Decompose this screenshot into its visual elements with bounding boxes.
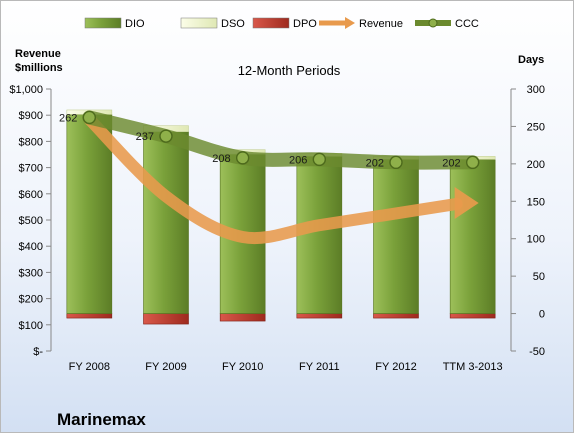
dio-bar <box>449 159 496 314</box>
legend-swatch <box>84 17 122 29</box>
right-tick-label: 100 <box>527 234 545 246</box>
dio-bar <box>66 114 113 314</box>
ccc-data-label: 202 <box>366 157 384 169</box>
dpo-bar <box>373 313 419 319</box>
right-tick-label: 300 <box>527 84 545 96</box>
left-tick-label: $100 <box>19 320 43 332</box>
ccc-point <box>235 151 250 165</box>
dio-bar <box>143 131 189 314</box>
legend-label: Revenue <box>359 18 403 30</box>
category-axis: FY 2008 FY 2009 FY 2010 FY 2011 FY 2012 TTM 3… <box>69 361 503 373</box>
category-label: FY 2009 <box>145 361 186 373</box>
ccc-point <box>312 152 327 167</box>
ccc-data-label: 237 <box>136 131 154 143</box>
revenue-line <box>83 113 463 245</box>
category-label: FY 2012 <box>375 361 416 373</box>
left-axis-label-line2: $millions <box>15 62 63 74</box>
revenue-series <box>83 113 479 245</box>
left-tick-label: $- <box>33 346 43 358</box>
category-label: FY 2010 <box>222 361 263 373</box>
left-axis-label-line1: Revenue <box>15 48 61 60</box>
category-label: TTM 3-2013 <box>443 361 503 373</box>
right-tick-label: 250 <box>527 121 545 133</box>
right-tick-label: 0 <box>539 309 545 321</box>
left-tick-label: $900 <box>19 110 43 122</box>
ccc-point <box>82 110 97 125</box>
left-tick-label: $400 <box>19 241 43 253</box>
ccc-point <box>465 155 480 170</box>
right-tick-label: 150 <box>527 196 545 208</box>
left-tick-label: $700 <box>19 163 43 175</box>
legend-item-ccc: CCC <box>415 18 479 30</box>
ccc-data-label: 206 <box>289 154 307 166</box>
right-tick-label: -50 <box>529 346 545 358</box>
ccc-data-label: 208 <box>212 153 230 165</box>
dpo-bar <box>296 313 343 319</box>
legend-label: DPO <box>293 18 317 30</box>
right-tick-label: 200 <box>527 159 545 171</box>
ccc-data-label: 202 <box>442 157 460 169</box>
legend-swatch <box>180 17 218 29</box>
ccc-point <box>389 155 403 170</box>
legend-item-dso: DSO <box>180 17 245 30</box>
left-tick-label: $800 <box>19 136 43 148</box>
ccc-series: 262 237 208 206 202 202 <box>59 110 480 170</box>
ccc-line <box>82 110 480 170</box>
dpo-bar <box>66 313 113 319</box>
legend-item-dio: DIO <box>84 17 145 30</box>
left-tick-label: $600 <box>19 189 43 201</box>
legend-item-revenue: Revenue <box>319 17 403 30</box>
legend-swatch-arrow <box>345 17 355 29</box>
legend-swatch-marker <box>428 18 438 28</box>
category-label: FY 2008 <box>69 361 110 373</box>
left-axis: $- $100 $200 $300 $400 $500 $600 $700 $800 $900 $1… <box>9 84 51 358</box>
dio-bar <box>373 159 419 314</box>
right-axis: -50 0 50 100 150 200 250 300 <box>511 84 545 358</box>
legend-label: DIO <box>125 18 145 30</box>
right-axis-label: Days <box>518 54 544 66</box>
legend-label: DSO <box>221 18 245 30</box>
left-tick-label: $300 <box>19 267 43 279</box>
ccc-data-label: 262 <box>59 112 77 124</box>
category-label: FY 2011 <box>299 361 340 373</box>
dpo-bar <box>143 313 189 325</box>
legend-item-dpo: DPO <box>252 17 317 30</box>
dpo-bar <box>219 313 266 322</box>
legend-swatch <box>252 17 290 29</box>
legend-label: CCC <box>455 18 479 30</box>
dpo-bar <box>449 313 496 319</box>
left-tick-label: $1,000 <box>9 84 43 96</box>
legend: DIO DSO DPO Revenue CCC <box>84 17 479 30</box>
bar-series <box>66 109 496 325</box>
dio-bar <box>296 156 343 314</box>
left-tick-label: $500 <box>19 215 43 227</box>
chart-title: 12-Month Periods <box>238 63 341 78</box>
left-tick-label: $200 <box>19 294 43 306</box>
company-name: Marinemax <box>57 410 146 429</box>
revenue-arrowhead <box>454 186 479 219</box>
ccc-point <box>159 129 173 143</box>
right-tick-label: 50 <box>533 271 545 283</box>
